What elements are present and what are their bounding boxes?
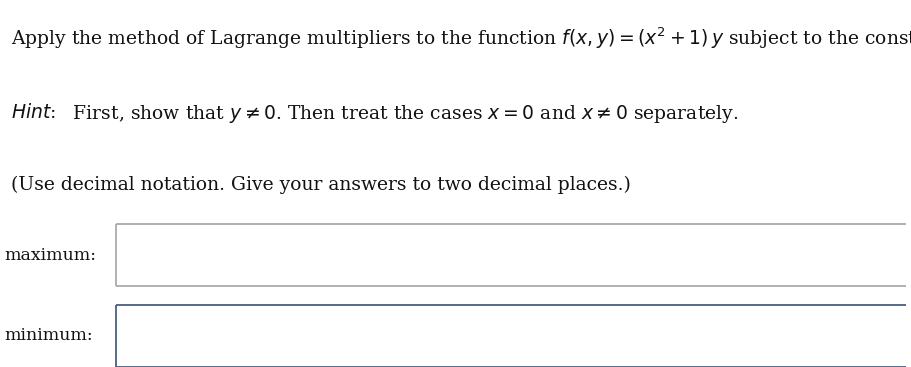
Text: First, show that $y \neq 0$. Then treat the cases $x = 0$ and $x \neq 0$ separat: First, show that $y \neq 0$. Then treat … bbox=[67, 103, 738, 125]
Text: Apply the method of Lagrange multipliers to the function $f(x, y) = (x^2 + 1)\, : Apply the method of Lagrange multipliers… bbox=[11, 26, 911, 51]
Text: (Use decimal notation. Give your answers to two decimal places.): (Use decimal notation. Give your answers… bbox=[11, 176, 630, 195]
Text: maximum:: maximum: bbox=[5, 247, 97, 264]
Text: $\it{Hint}$:: $\it{Hint}$: bbox=[11, 103, 56, 122]
Text: minimum:: minimum: bbox=[5, 327, 93, 344]
